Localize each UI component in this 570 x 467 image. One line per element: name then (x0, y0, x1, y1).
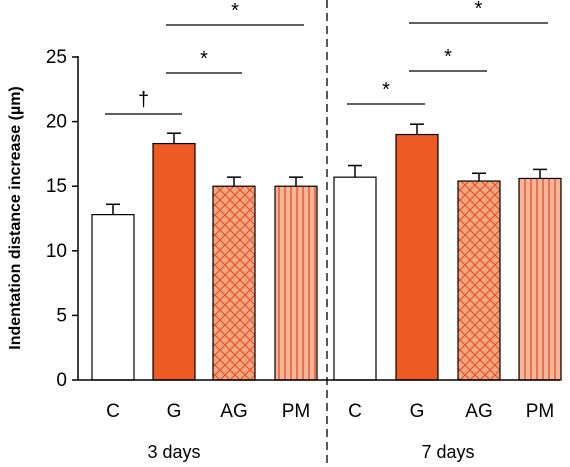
x-tick-label: PM (526, 401, 555, 422)
x-tick-label: AG (220, 401, 247, 422)
x-tick-label: PM (282, 401, 311, 422)
bar-ag-group-2 (457, 180, 501, 381)
significance-layer: † * * * * * (105, 0, 548, 115)
significance-marker: * (444, 46, 452, 68)
x-tick-label: C (106, 401, 120, 422)
error-bars-layer (106, 123, 547, 215)
group-label: 7 days (421, 442, 474, 462)
axes-layer: C G AG PM 3 days C G AG PM 7 days 0 5 10 15 20 25 (46, 0, 560, 467)
significance-marker: * (200, 48, 208, 70)
x-tick-label: G (410, 401, 425, 422)
y-tick-label: 10 (46, 241, 67, 262)
y-tick-label: 20 (46, 112, 67, 133)
group-label: 3 days (147, 442, 200, 462)
x-tick-label: AG (465, 401, 492, 422)
significance-marker: * (382, 79, 390, 101)
bar-g-group-1 (152, 142, 196, 381)
significance-marker: * (475, 0, 483, 20)
significance-marker: † (138, 89, 149, 111)
y-axis-label: Indentation distance increase (µm) (7, 86, 24, 350)
bar-pm-group-2 (518, 177, 562, 381)
x-tick-label: C (348, 401, 362, 422)
y-tick-label: 15 (46, 176, 67, 197)
x-tick-label: G (167, 401, 182, 422)
bar-g-group-2 (395, 133, 439, 381)
bar-ag-group-1 (212, 185, 256, 381)
bars-layer (91, 133, 562, 381)
y-tick-label: 0 (56, 370, 67, 391)
y-tick-label: 5 (56, 305, 67, 326)
y-tick-label: 25 (46, 47, 67, 68)
bar-pm-group-1 (274, 185, 318, 381)
significance-marker: * (231, 0, 239, 22)
bar-c-group-2 (333, 176, 377, 381)
bar-c-group-1 (91, 214, 135, 381)
